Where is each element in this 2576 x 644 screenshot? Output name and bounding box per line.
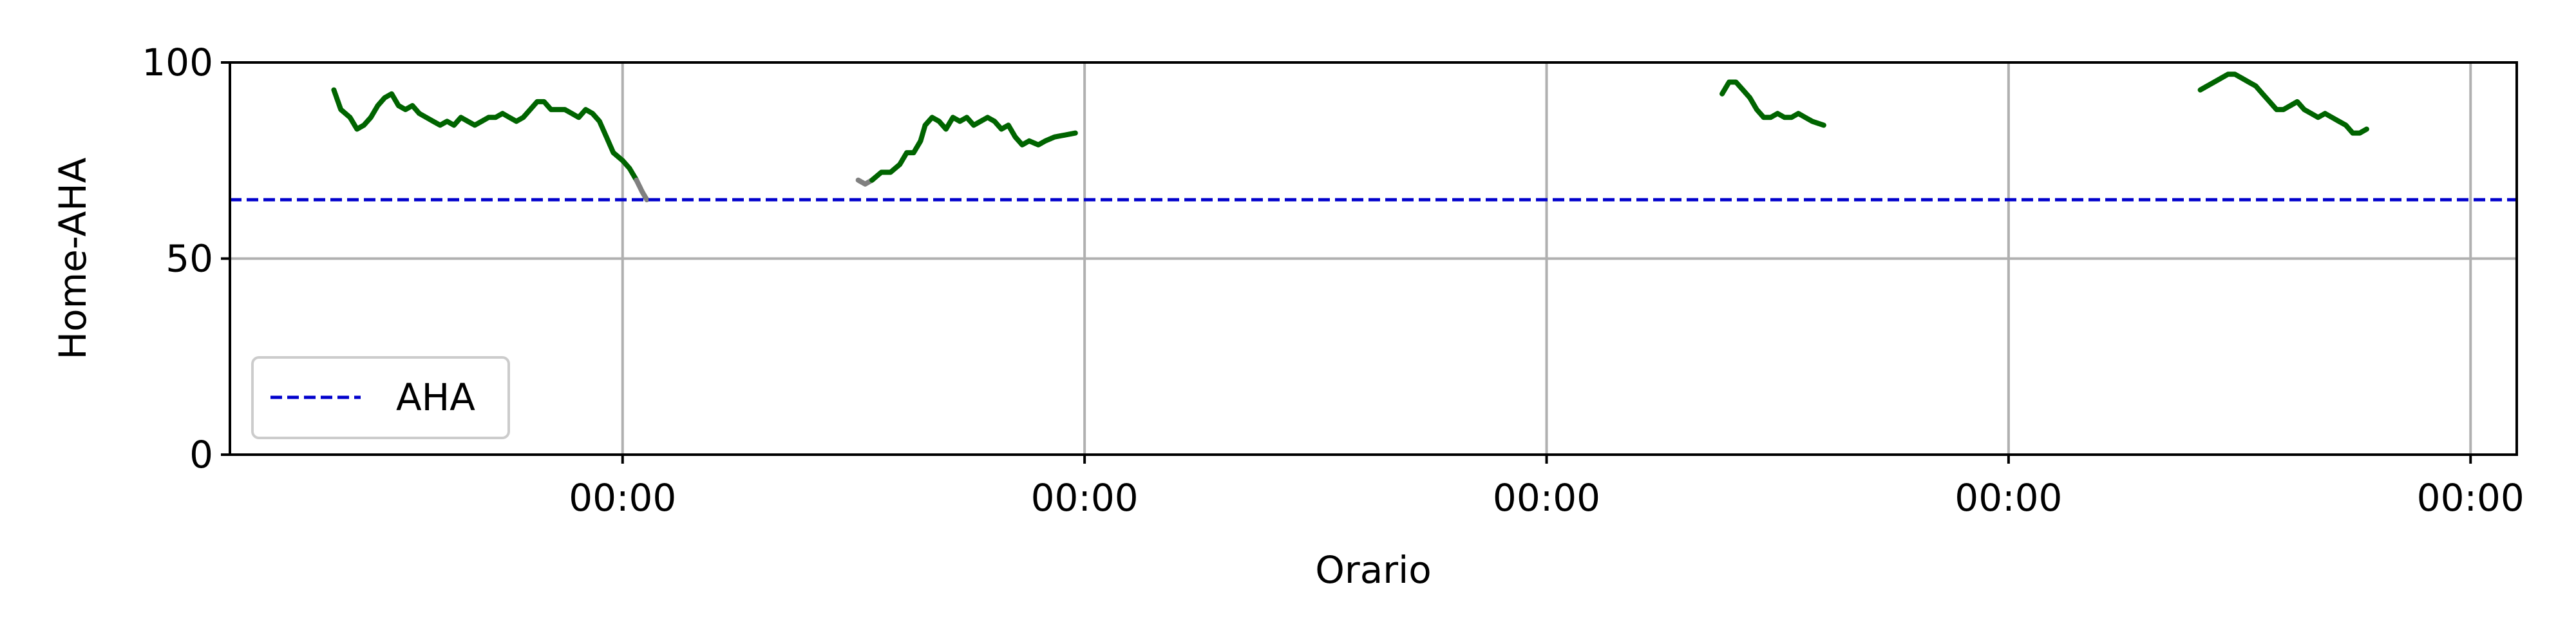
series-line: [2197, 71, 2369, 136]
legend-aha-label: AHA: [396, 375, 475, 419]
x-tick-label: 00:00: [1031, 476, 1139, 520]
x-axis-label: Orario: [1315, 548, 1432, 592]
series-layer: [331, 71, 2369, 203]
x-tick-label: 00:00: [569, 476, 676, 520]
series-line: [634, 177, 650, 203]
series-line: [855, 177, 875, 187]
grid: [230, 61, 2517, 456]
y-tick-label: 0: [189, 433, 213, 477]
series-line: [869, 115, 1078, 183]
legend: AHA: [251, 356, 510, 439]
legend-box: [251, 356, 510, 439]
x-tick-label: 00:00: [2417, 476, 2524, 520]
x-tick-label: 00:00: [1955, 476, 2062, 520]
series-line: [1719, 79, 1826, 128]
y-tick-label: 50: [166, 237, 213, 281]
x-tick-label: 00:00: [1493, 476, 1600, 520]
y-axis-label: Home-AHA: [51, 157, 95, 359]
ticks: 00:00 00:00 00:00 00:00 00:00 0 50 100: [142, 41, 2524, 520]
y-tick-label: 100: [142, 41, 213, 84]
series-line: [331, 87, 639, 183]
